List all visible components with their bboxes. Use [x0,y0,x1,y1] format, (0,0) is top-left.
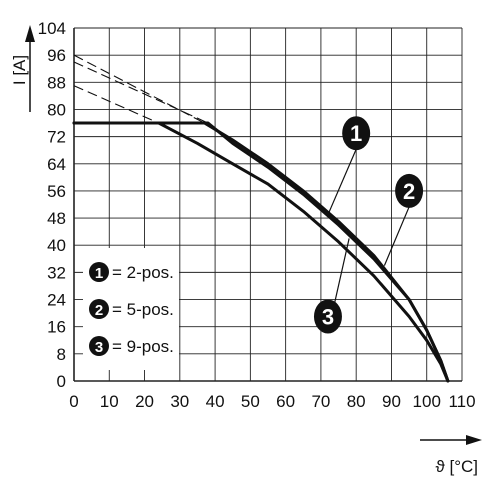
y-tick-label: 8 [57,345,66,364]
x-axis-label: ϑ [°C] [435,457,478,476]
legend-marker-2 [89,299,109,319]
series-1-dashed-extension [73,54,205,124]
x-axis-label-group: ϑ [°C] [420,435,482,476]
x-tick-label: 70 [311,392,330,411]
callout-1-number: 1 [350,121,362,146]
legend-label: = 2-pos. [112,263,174,282]
x-tick-label: 110 [448,392,475,411]
callout-3-number: 3 [322,305,334,330]
x-tick-label: 0 [69,392,78,411]
y-tick-label: 96 [47,46,66,65]
grid [73,27,463,382]
series-2-line [72,121,450,383]
y-tick-label: 88 [47,73,66,92]
x-tick-label: 80 [347,392,366,411]
y-tick-label: 48 [47,209,66,228]
y-axis-label: I [A] [10,55,29,85]
legend-marker-3 [89,336,109,356]
series-2-dashed-extension [73,61,209,124]
callouts: 1 2 3 [313,116,424,334]
y-tick-label: 0 [57,372,66,391]
x-tick-label: 10 [100,392,119,411]
y-tick-label: 80 [47,100,66,119]
x-tick-label: 100 [413,392,441,411]
legend-label: = 5-pos. [112,300,174,319]
y-tick-label: 72 [47,128,66,147]
callout-3-badge [313,299,342,334]
x-tick-label: 90 [382,392,401,411]
y-tick-label: 24 [47,291,66,310]
x-ticks: 0 10 20 30 40 50 60 70 80 90 100 110 [69,392,475,411]
callout-2-badge [395,173,424,208]
legend-marker-number: 2 [95,302,103,319]
y-tick-label: 56 [47,182,66,201]
y-axis-arrow-head [25,25,35,42]
x-tick-label: 50 [241,392,260,411]
callout-1-leader [327,148,357,215]
y-tick-label: 16 [47,318,66,337]
legend-marker-number: 3 [95,339,103,356]
y-tick-label: 40 [47,236,66,255]
y-tick-label: 64 [47,155,66,174]
callout-1-badge [342,116,371,151]
callout-2-leader [383,206,410,266]
curves [72,54,450,383]
legend: 1 = 2-pos. 2 = 5-pos. 3 = 9-pos. [83,248,179,370]
x-axis-arrow-head [466,435,482,445]
x-tick-label: 20 [135,392,154,411]
y-tick-label: 32 [47,263,66,282]
legend-marker-1 [89,262,109,282]
callout-2-number: 2 [403,179,415,204]
series-3-line [72,121,450,383]
x-tick-label: 40 [206,392,225,411]
y-axis-label-group: I [A] [10,25,35,112]
y-ticks: 0 8 16 24 32 40 48 56 64 72 80 88 96 104 [38,19,66,391]
y-tick-label: 104 [38,19,66,38]
series-3-dashed-extension [73,85,159,124]
x-tick-label: 30 [170,392,189,411]
legend-label: = 9-pos. [112,337,174,356]
legend-marker-number: 1 [95,265,103,282]
x-tick-label: 60 [276,392,295,411]
